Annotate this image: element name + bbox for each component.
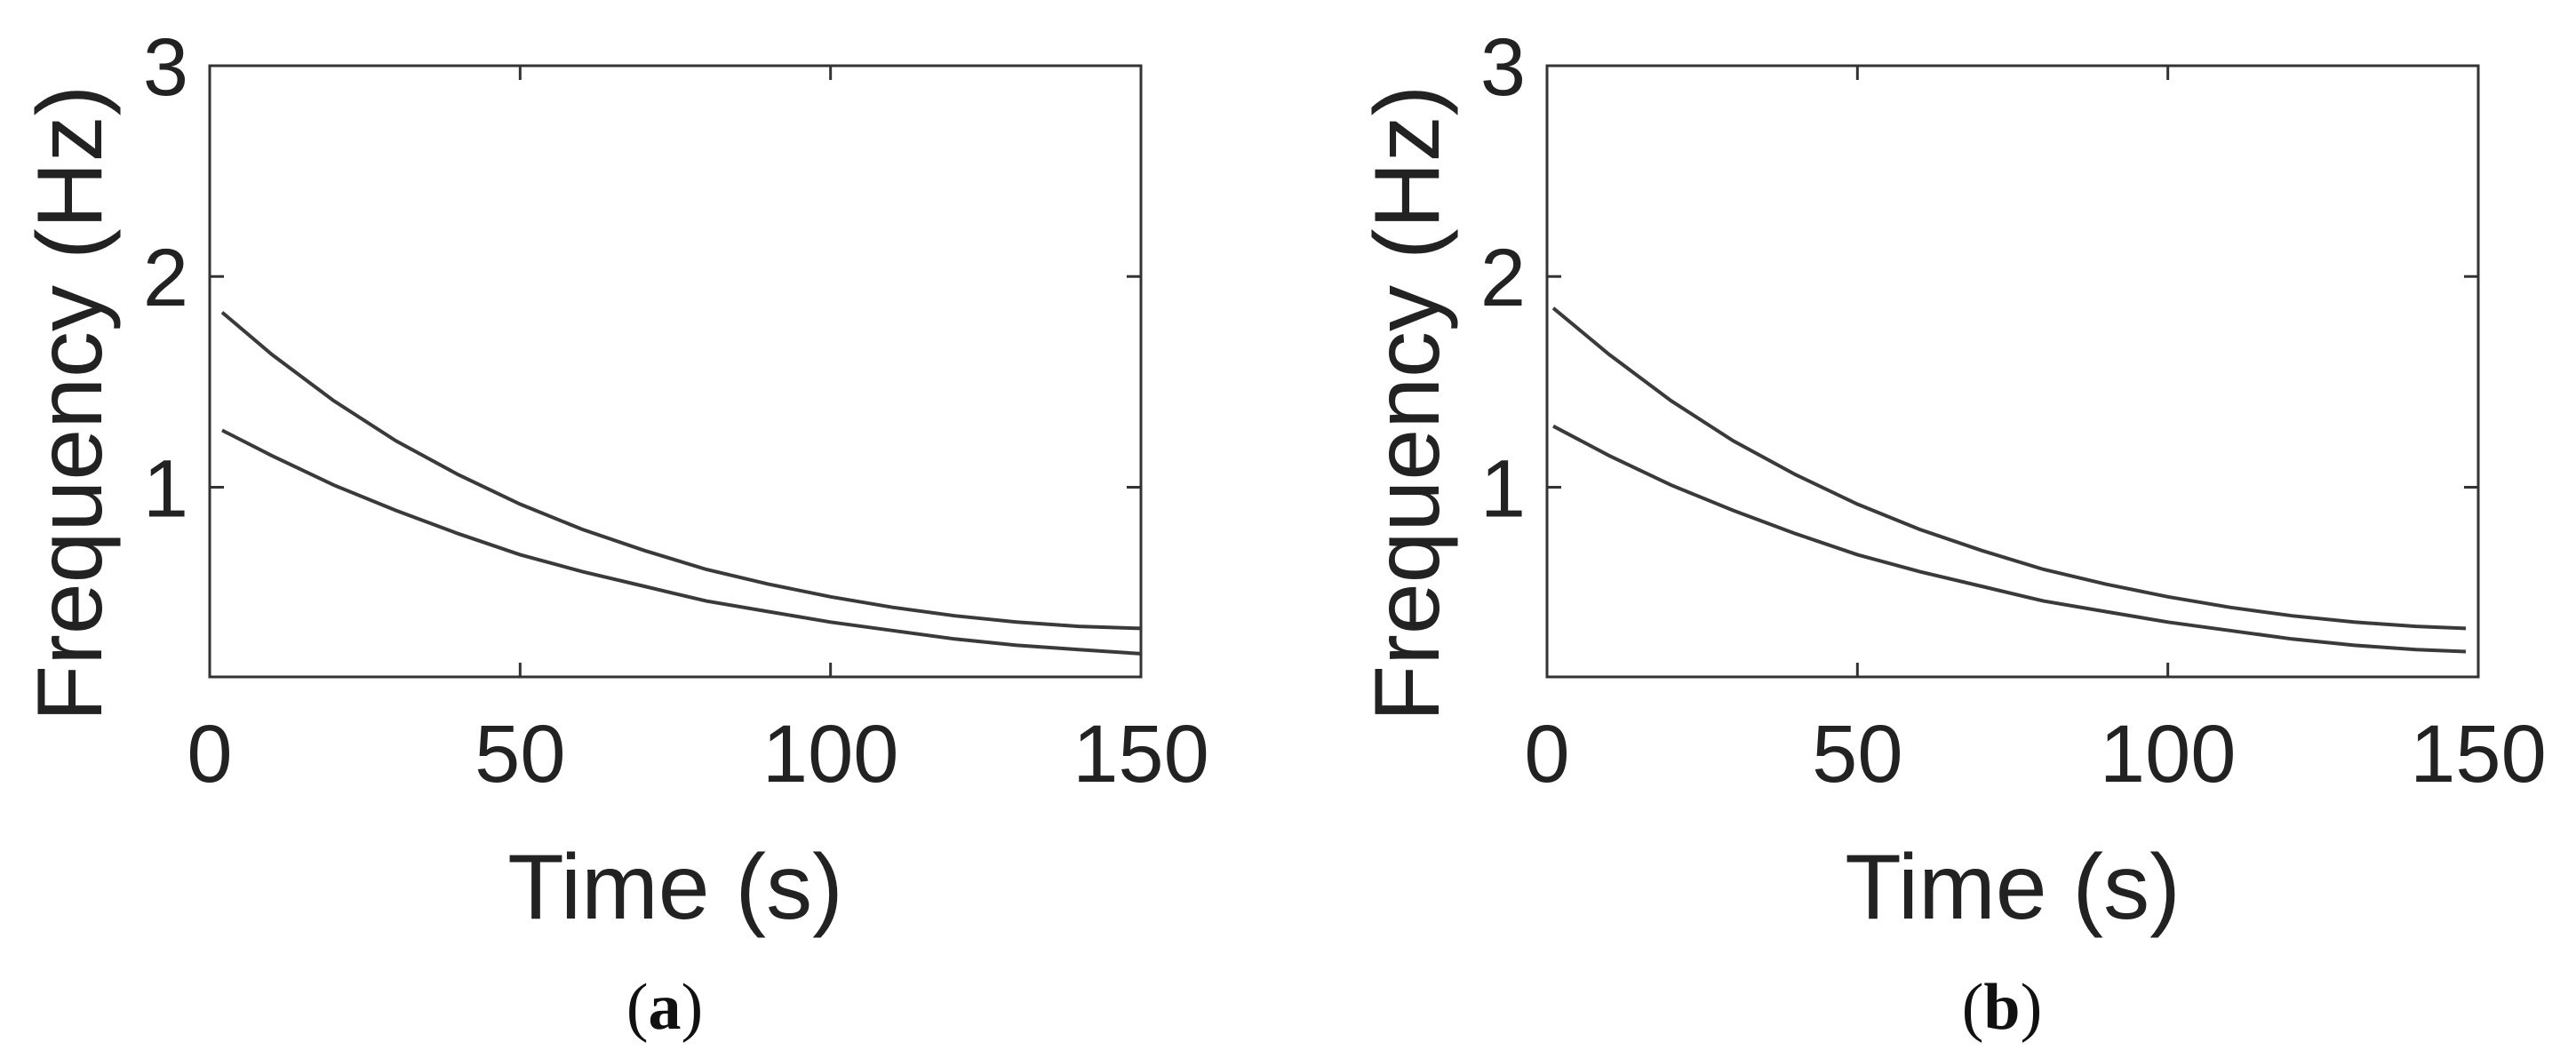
x-tick-label: 0 bbox=[187, 709, 232, 799]
y-axis-label: Frequency (Hz) bbox=[1356, 85, 1459, 722]
series-line-1 bbox=[1551, 306, 2467, 631]
panel-label: (a) bbox=[626, 971, 703, 1044]
x-tick-label: 100 bbox=[762, 709, 899, 799]
y-axis-label: Frequency (Hz) bbox=[19, 85, 122, 722]
y-tick-label: 2 bbox=[1480, 233, 1526, 323]
chart-panel-b: 0 50 100 150 1 2 3 Time (s) Frequency (Hz) (b) bbox=[1356, 22, 2547, 1044]
panel-letter: a bbox=[649, 971, 682, 1044]
panel-letter: b bbox=[1983, 971, 2020, 1044]
x-tick-label: 0 bbox=[1524, 709, 1569, 799]
y-tick-label: 3 bbox=[143, 22, 188, 113]
x-axis-label: Time (s) bbox=[1845, 836, 2180, 939]
x-tick-label: 100 bbox=[2100, 709, 2237, 799]
y-tick-label: 3 bbox=[1480, 22, 1526, 113]
series-line-2 bbox=[1552, 424, 2467, 654]
series-line-2 bbox=[221, 428, 1142, 656]
series-line-1 bbox=[220, 311, 1142, 631]
x-tick-label: 50 bbox=[475, 709, 565, 799]
chart-panel-a: 0 50 100 150 1 2 3 Time (s) Frequency (Hz) (a) bbox=[19, 22, 1209, 1044]
y-tick-label: 2 bbox=[143, 233, 188, 323]
y-tick-label: 1 bbox=[1480, 443, 1526, 534]
panel-label: (b) bbox=[1962, 971, 2042, 1044]
x-tick-label: 150 bbox=[2410, 709, 2547, 799]
y-tick-label: 1 bbox=[143, 443, 188, 534]
plot-frame bbox=[208, 64, 1143, 679]
x-tick-label: 150 bbox=[1073, 709, 1209, 799]
plot-frame bbox=[1545, 64, 2480, 679]
x-tick-label: 50 bbox=[1812, 709, 1902, 799]
x-axis-label: Time (s) bbox=[507, 836, 842, 939]
